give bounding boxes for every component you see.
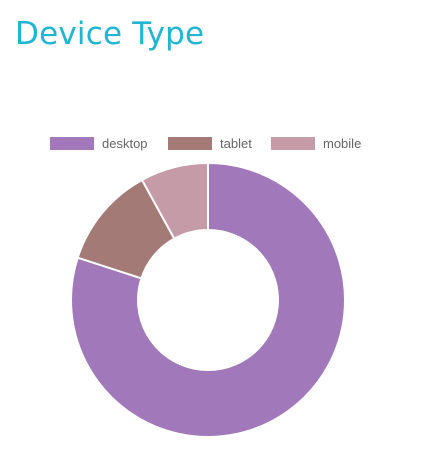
- legend-swatch-desktop: [50, 136, 94, 150]
- slice-mobile[interactable]: [140, 161, 209, 241]
- legend-swatch-mobile: [271, 136, 315, 150]
- legend-label-mobile: mobile: [323, 135, 362, 151]
- legend-swatch-tablet: [168, 136, 212, 150]
- legend-label-desktop: desktop: [102, 135, 148, 151]
- chart-legend: desktop tablet mobile: [0, 134, 439, 152]
- slice-desktop[interactable]: [70, 161, 346, 438]
- page-title: Device Type: [15, 16, 205, 52]
- legend-item-desktop[interactable]: desktop: [50, 134, 148, 152]
- legend-label-tablet: tablet: [220, 135, 252, 151]
- legend-item-mobile[interactable]: mobile: [271, 134, 361, 152]
- legend-item-tablet[interactable]: tablet: [168, 134, 252, 152]
